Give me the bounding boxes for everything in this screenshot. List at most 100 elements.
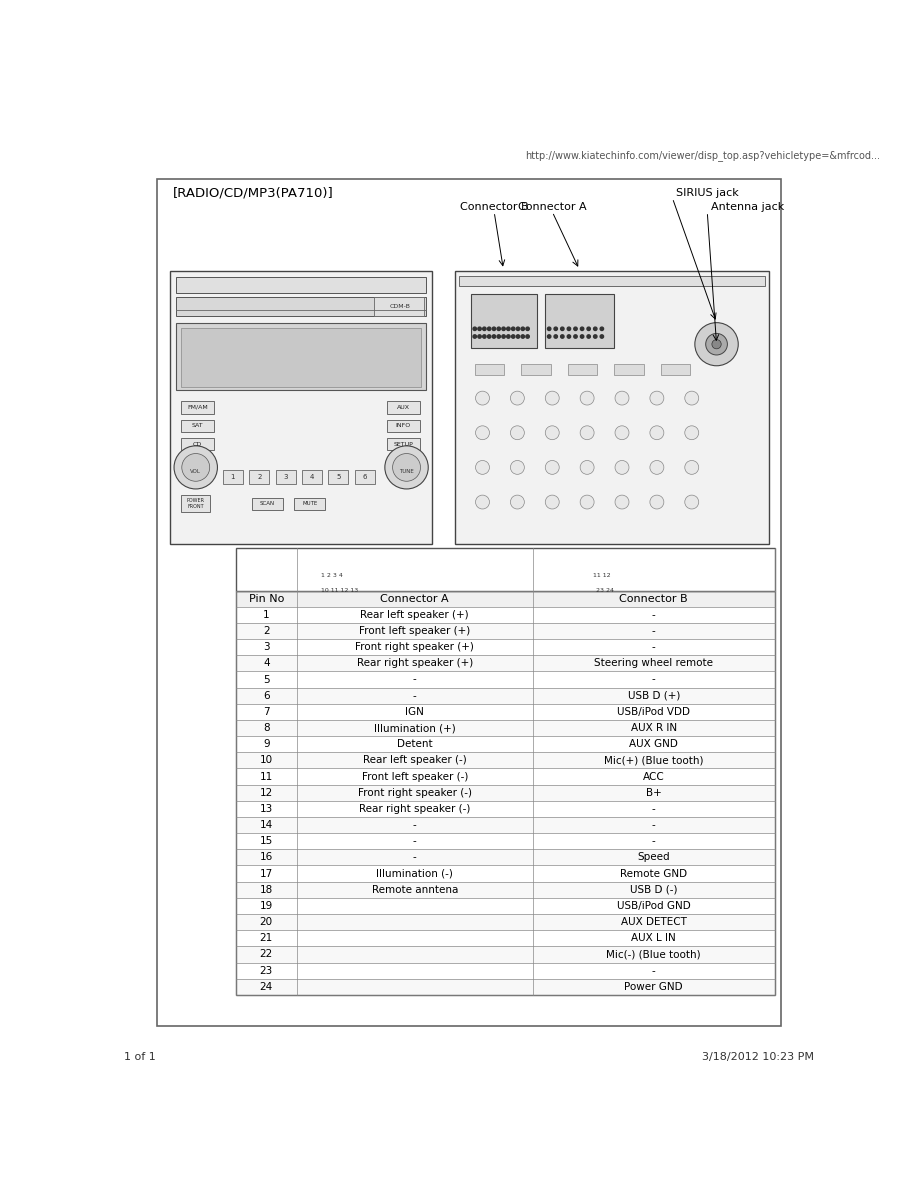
- Bar: [401, 588, 406, 593]
- Bar: [512, 564, 617, 606]
- Bar: [236, 800, 775, 817]
- Circle shape: [554, 328, 557, 330]
- Bar: [177, 277, 425, 293]
- Text: Rear left speaker (+): Rear left speaker (+): [361, 610, 469, 620]
- Bar: [380, 592, 385, 596]
- Bar: [236, 930, 775, 947]
- Bar: [328, 592, 334, 596]
- Circle shape: [580, 496, 594, 509]
- Text: 15: 15: [260, 836, 273, 846]
- Circle shape: [545, 391, 559, 406]
- Bar: [157, 179, 780, 1026]
- Bar: [516, 576, 522, 581]
- Text: -: -: [413, 674, 416, 684]
- Text: 11: 11: [260, 772, 273, 781]
- Circle shape: [580, 391, 594, 406]
- Circle shape: [545, 461, 559, 474]
- Text: Detent: Detent: [397, 739, 433, 749]
- Circle shape: [587, 335, 590, 338]
- Text: 14: 14: [260, 820, 273, 830]
- Bar: [181, 420, 213, 432]
- Text: AUX DETECT: AUX DETECT: [621, 917, 687, 928]
- Bar: [565, 588, 570, 593]
- Text: -: -: [651, 836, 656, 846]
- Bar: [236, 672, 775, 688]
- Text: 4: 4: [263, 659, 270, 668]
- Bar: [548, 588, 554, 593]
- Bar: [581, 588, 587, 593]
- Bar: [544, 294, 614, 348]
- Text: CD: CD: [193, 442, 202, 446]
- Bar: [475, 365, 504, 374]
- Text: Connector B: Connector B: [460, 202, 529, 211]
- Text: CDM-B: CDM-B: [389, 304, 410, 308]
- Circle shape: [511, 328, 515, 330]
- Circle shape: [545, 496, 559, 509]
- Circle shape: [473, 328, 477, 330]
- Circle shape: [650, 391, 664, 406]
- Circle shape: [684, 496, 699, 509]
- Circle shape: [547, 328, 551, 330]
- Text: Pin No: Pin No: [249, 594, 284, 604]
- Text: -: -: [651, 804, 656, 814]
- Bar: [337, 592, 342, 596]
- Text: USB D (+): USB D (+): [628, 691, 680, 701]
- Text: Connector A: Connector A: [518, 202, 587, 211]
- Circle shape: [501, 328, 505, 330]
- Circle shape: [694, 323, 738, 366]
- Bar: [456, 271, 770, 545]
- Circle shape: [547, 335, 551, 338]
- Text: Remote anntena: Remote anntena: [371, 884, 458, 895]
- Text: Mic(+) (Blue tooth): Mic(+) (Blue tooth): [604, 755, 704, 766]
- Bar: [319, 559, 405, 610]
- Circle shape: [574, 328, 577, 330]
- Bar: [385, 576, 391, 581]
- Text: 13: 13: [260, 804, 273, 814]
- Bar: [354, 592, 360, 596]
- Circle shape: [684, 391, 699, 406]
- Bar: [236, 850, 775, 865]
- Circle shape: [567, 335, 571, 338]
- Bar: [345, 592, 350, 596]
- Bar: [388, 592, 393, 596]
- Text: ACC: ACC: [643, 772, 664, 781]
- Bar: [236, 865, 775, 882]
- Circle shape: [476, 426, 490, 439]
- Circle shape: [705, 334, 727, 355]
- Bar: [177, 298, 425, 316]
- Circle shape: [522, 335, 524, 338]
- Bar: [302, 470, 322, 485]
- Bar: [378, 588, 383, 593]
- Circle shape: [594, 328, 597, 330]
- Bar: [556, 588, 562, 593]
- Circle shape: [516, 335, 520, 338]
- Text: 11 12: 11 12: [593, 572, 610, 577]
- Bar: [396, 592, 402, 596]
- Bar: [401, 576, 406, 581]
- Bar: [324, 564, 401, 606]
- Bar: [393, 576, 399, 581]
- Text: B+: B+: [646, 787, 662, 798]
- Bar: [181, 401, 213, 414]
- Circle shape: [580, 328, 584, 330]
- Bar: [355, 470, 375, 485]
- Bar: [376, 574, 384, 581]
- Circle shape: [488, 335, 490, 338]
- Text: 6: 6: [263, 691, 270, 701]
- Circle shape: [511, 461, 524, 474]
- Bar: [385, 588, 391, 593]
- Text: Front right speaker (-): Front right speaker (-): [358, 787, 472, 798]
- Bar: [295, 498, 325, 510]
- Text: -: -: [651, 642, 656, 652]
- Circle shape: [526, 328, 529, 330]
- Circle shape: [600, 328, 604, 330]
- Bar: [328, 470, 349, 485]
- Circle shape: [615, 391, 629, 406]
- Bar: [364, 574, 371, 581]
- Text: [RADIO/CD/MP3(PA710)]: [RADIO/CD/MP3(PA710)]: [173, 186, 333, 199]
- Bar: [550, 550, 567, 559]
- Text: 1: 1: [231, 474, 235, 480]
- Circle shape: [615, 461, 629, 474]
- Circle shape: [478, 328, 481, 330]
- Bar: [387, 438, 420, 450]
